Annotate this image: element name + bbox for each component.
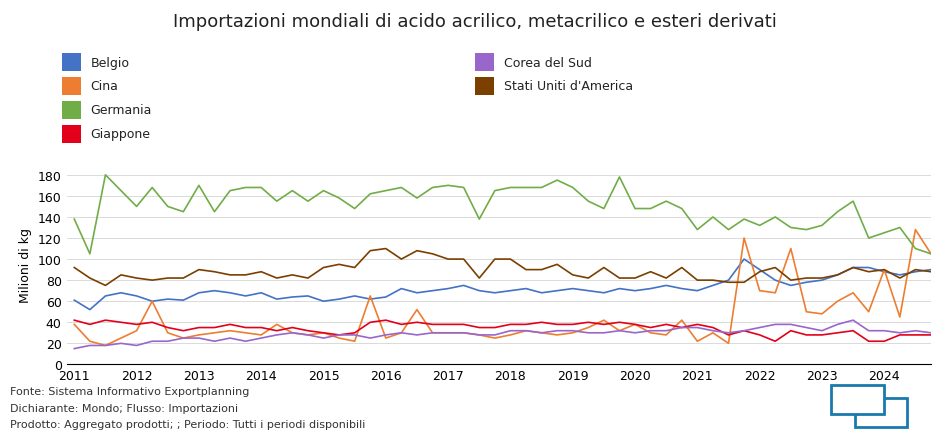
Text: Corea del Sud: Corea del Sud [504, 56, 591, 69]
Y-axis label: Milioni di kg: Milioni di kg [19, 227, 32, 302]
Text: Belgio: Belgio [90, 56, 129, 69]
Text: Cina: Cina [90, 80, 118, 93]
FancyBboxPatch shape [831, 385, 884, 414]
Text: Importazioni mondiali di acido acrilico, metacrilico e esteri derivati: Importazioni mondiali di acido acrilico,… [173, 13, 777, 31]
Text: Germania: Germania [90, 104, 152, 117]
Text: Dichiarante: Mondo; Flusso: Importazioni: Dichiarante: Mondo; Flusso: Importazioni [10, 403, 238, 413]
Text: Prodotto: Aggregato prodotti; ; Periodo: Tutti i periodi disponibili: Prodotto: Aggregato prodotti; ; Periodo:… [10, 419, 365, 429]
FancyBboxPatch shape [855, 398, 907, 427]
Text: Fonte: Sistema Informativo Exportplanning: Fonte: Sistema Informativo Exportplannin… [10, 386, 249, 396]
Text: Giappone: Giappone [90, 128, 150, 141]
Text: Stati Uniti d'America: Stati Uniti d'America [504, 80, 633, 93]
